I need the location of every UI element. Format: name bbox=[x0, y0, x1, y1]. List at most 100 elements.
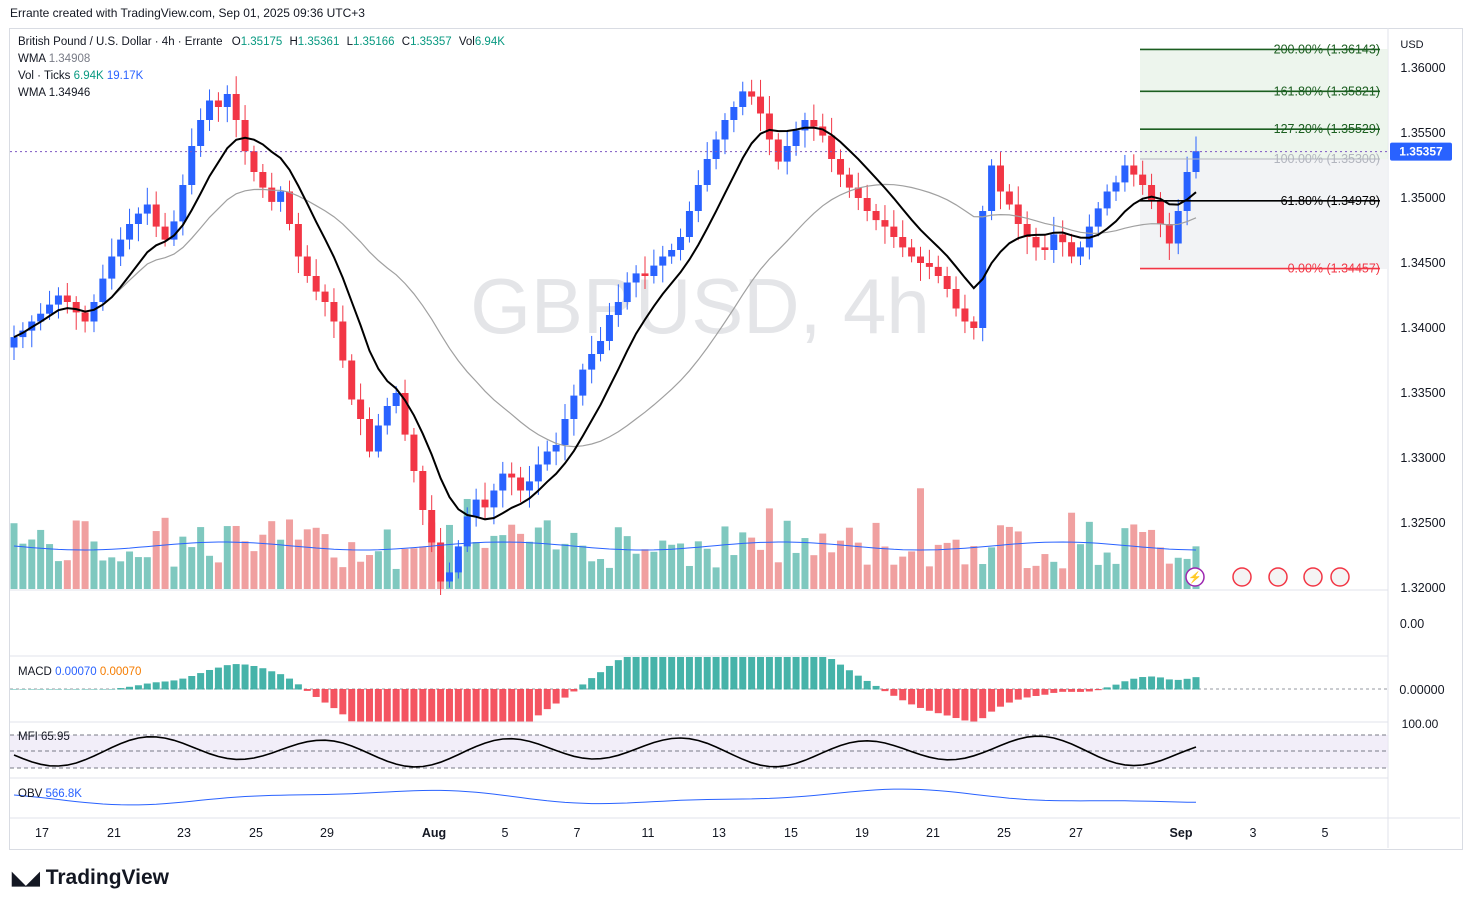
macd-bar bbox=[792, 657, 800, 690]
macd-bar bbox=[774, 657, 782, 690]
macd-bar bbox=[597, 672, 605, 690]
tradingview-logo[interactable]: ◣◢ TradingView bbox=[12, 866, 169, 890]
volume-bar bbox=[134, 557, 142, 589]
macd-bar bbox=[1192, 677, 1200, 690]
macd-bar bbox=[748, 657, 756, 690]
candle-down bbox=[437, 542, 445, 582]
macd-bar bbox=[890, 689, 898, 696]
us-flag-icon[interactable] bbox=[1232, 567, 1252, 587]
candle-down bbox=[863, 198, 871, 211]
candle-up bbox=[988, 165, 996, 211]
macd-bar bbox=[1014, 689, 1022, 700]
candle-up bbox=[792, 130, 800, 146]
macd-bar bbox=[801, 657, 809, 690]
mfi-value: 65.95 bbox=[41, 731, 70, 743]
mfi-legend[interactable]: MFI 65.95 bbox=[18, 730, 70, 744]
macd-bar bbox=[232, 664, 240, 690]
candle-down bbox=[268, 187, 276, 202]
volume-bar bbox=[339, 567, 347, 589]
chart-frame bbox=[9, 28, 1463, 850]
candle-down bbox=[899, 237, 907, 248]
volume-bar bbox=[996, 525, 1004, 589]
candle-down bbox=[294, 224, 302, 257]
wma1-legend[interactable]: WMA 1.34908 bbox=[18, 52, 90, 66]
volume-bar bbox=[445, 524, 453, 589]
macd-bar bbox=[1156, 677, 1164, 690]
mfi-label: MFI bbox=[18, 731, 38, 743]
volume-bar bbox=[1156, 547, 1164, 589]
volume-bar bbox=[90, 541, 98, 589]
us-flag-icon[interactable] bbox=[1303, 567, 1323, 587]
volume-bar bbox=[952, 539, 960, 589]
vol-ticks-legend[interactable]: Vol · Ticks 6.94K 19.17K bbox=[18, 69, 143, 83]
volume-bar bbox=[979, 564, 987, 589]
macd-bar bbox=[765, 657, 773, 690]
volume-bar bbox=[837, 540, 845, 589]
macd-bar bbox=[365, 689, 373, 722]
candle-up bbox=[54, 295, 62, 305]
currency-label[interactable]: USD bbox=[1400, 39, 1423, 51]
candle-up bbox=[1192, 151, 1200, 172]
volume-bar bbox=[659, 540, 667, 589]
vol-ticks-value1: 6.94K bbox=[73, 70, 104, 82]
candle-down bbox=[286, 191, 294, 224]
event-icons[interactable]: ⚡ bbox=[1185, 567, 1350, 587]
lightning-event-icon[interactable] bbox=[1185, 567, 1205, 587]
volume-bar bbox=[925, 566, 933, 589]
macd-bar bbox=[517, 689, 525, 722]
obv-legend[interactable]: OBV 566.8K bbox=[18, 787, 82, 801]
candle-up bbox=[134, 213, 142, 224]
volume-bar bbox=[552, 549, 560, 589]
macd-bar bbox=[863, 680, 871, 690]
candle-up bbox=[499, 473, 507, 491]
macd-bar bbox=[543, 689, 551, 710]
time-tick-label: 13 bbox=[712, 826, 726, 840]
macd-bar bbox=[10, 689, 18, 690]
macd-bar bbox=[1165, 679, 1173, 690]
volume-bar bbox=[801, 538, 809, 589]
volume-bar bbox=[250, 551, 258, 589]
candle-down bbox=[63, 295, 71, 302]
volume-bar bbox=[899, 556, 907, 589]
macd-bar bbox=[881, 689, 889, 692]
candle-up bbox=[685, 211, 693, 237]
candle-up bbox=[801, 120, 809, 131]
ohlc-h-label: H bbox=[289, 36, 298, 48]
time-tick-label: 11 bbox=[642, 826, 655, 840]
volume-bar bbox=[534, 527, 542, 589]
ohlc-h-value: 1.35361 bbox=[297, 36, 340, 48]
volume-bar bbox=[1032, 565, 1040, 589]
volume-bar bbox=[908, 551, 916, 589]
candle-down bbox=[943, 276, 951, 289]
us-flag-icon[interactable] bbox=[1268, 567, 1288, 587]
candle-up bbox=[454, 546, 462, 573]
wma2-legend[interactable]: WMA 1.34946 bbox=[18, 86, 90, 100]
volume-bar bbox=[694, 541, 702, 589]
volume-bar bbox=[490, 535, 498, 589]
time-tick-label: 5 bbox=[502, 826, 509, 840]
volume-bar bbox=[481, 547, 489, 589]
price-tick-label: 1.36000 bbox=[1400, 61, 1445, 75]
time-tick-label: 3 bbox=[1250, 826, 1257, 840]
volume-bar bbox=[1041, 554, 1049, 589]
macd-bar bbox=[534, 689, 542, 716]
macd-bar bbox=[1059, 689, 1067, 692]
candle-up bbox=[463, 516, 471, 547]
macd-bar bbox=[908, 689, 916, 705]
macd-bar bbox=[1112, 684, 1120, 690]
uk-flag-icon[interactable] bbox=[1330, 567, 1350, 587]
volume-bar bbox=[961, 564, 969, 589]
time-tick-label: 15 bbox=[784, 826, 798, 840]
volume-bar bbox=[365, 555, 373, 589]
candle-down bbox=[330, 302, 338, 322]
candle-up bbox=[143, 204, 151, 214]
candle-down bbox=[517, 477, 525, 491]
symbol-legend[interactable]: British Pound / U.S. Dollar · 4h · Erran… bbox=[18, 35, 505, 49]
fibonacci-levels[interactable]: 200.00% (1.36143) 161.80% (1.35821) 127.20… bbox=[1140, 42, 1380, 276]
volume-bar bbox=[632, 553, 640, 589]
macd-legend[interactable]: MACD 0.00070 0.00070 bbox=[18, 665, 141, 679]
macd-label: MACD bbox=[18, 666, 52, 678]
volume-bar bbox=[623, 536, 631, 589]
candle-up bbox=[1112, 182, 1120, 192]
